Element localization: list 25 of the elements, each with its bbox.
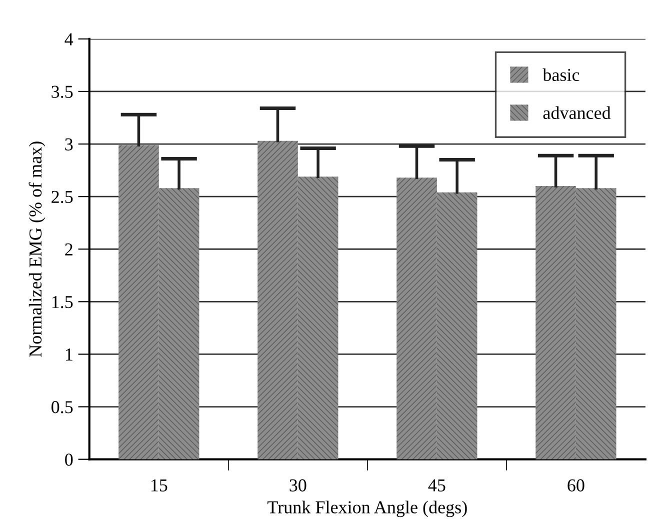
- x-tick-label: 30: [290, 479, 306, 492]
- x-tick-label: 60: [568, 479, 584, 492]
- x-tick-label: 45: [428, 479, 446, 492]
- y-tick-label: 3.5: [52, 86, 73, 98]
- y-tick-label: 0: [65, 454, 73, 466]
- bar: [536, 186, 576, 460]
- y-tick-label: 0.5: [52, 401, 73, 414]
- y-tick-label: 4: [64, 33, 74, 46]
- y-tick-label: 3: [65, 138, 73, 150]
- y-tick-label: 1.5: [52, 296, 73, 308]
- x-axis-title: Trunk Flexion Angle (degs): [268, 500, 467, 518]
- bar: [298, 176, 338, 460]
- legend-label: advanced: [543, 106, 611, 120]
- bar: [396, 178, 437, 460]
- bar: [118, 145, 159, 460]
- legend-label: basic: [542, 68, 580, 82]
- y-axis-title: Normalized EMG (% of max): [28, 142, 46, 357]
- bar: [436, 192, 478, 460]
- bar: [258, 140, 298, 460]
- bar: [576, 188, 616, 460]
- y-tick-label: 2: [65, 243, 72, 256]
- bar: [158, 188, 200, 460]
- y-tick-label: 1: [66, 348, 72, 360]
- y-tick-label: 2.5: [52, 190, 73, 204]
- x-tick-label: 15: [151, 479, 168, 492]
